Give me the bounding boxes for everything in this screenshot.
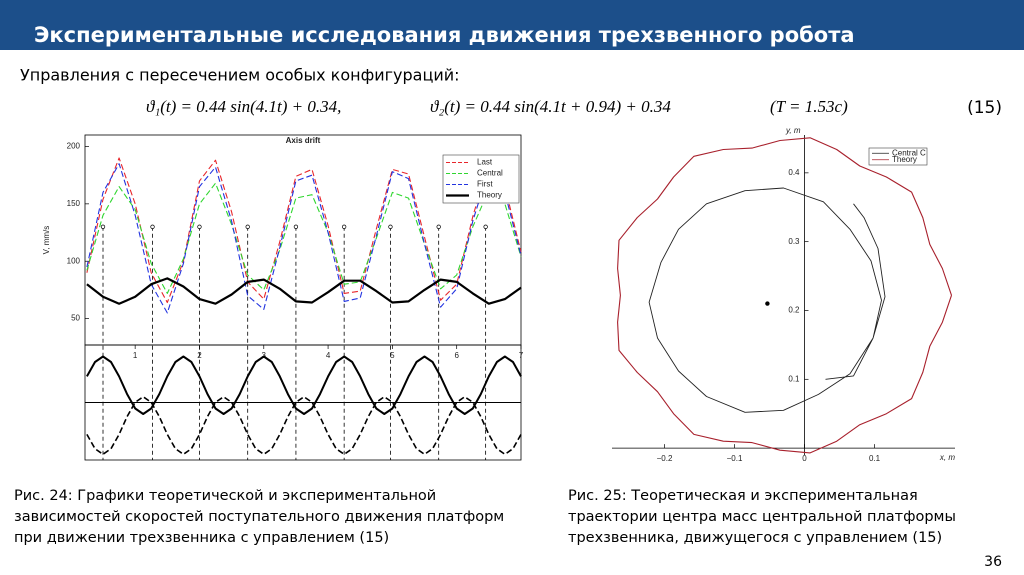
caption-line: при движении трехзвенника с управлением … [14,530,389,546]
event-marker [197,224,202,229]
y-tick-label: 0.1 [788,374,800,383]
x-tick-label: 0.1 [869,454,881,463]
formula: ϑ₂(t) = 0.44 sin(4.1t + 0.94) + 0.34 [430,97,671,116]
page-number: 36 [984,554,1002,570]
caption-line: Рис. 25: Теоретическая и экспериментальн… [568,488,918,504]
x-axis-label: x, m [939,453,955,462]
legend-label: Theory [477,191,502,200]
chart-title: Axis drift [286,136,321,145]
event-marker [342,224,347,229]
event-marker [245,224,250,229]
y-tick-label: 100 [67,256,81,265]
series-line [86,163,522,314]
y-axis-label: y, m [785,126,801,135]
header-bar [0,0,1024,50]
y-axis-label: V, mm/s [42,226,51,255]
legend-label: Central C [892,148,926,157]
series-line [617,137,953,454]
event-marker [483,224,488,229]
series-line [86,182,522,294]
caption-line: трехзвенника, движущегося с управлением … [568,530,942,546]
legend-label: Theory [892,155,917,164]
formula: ϑ₁(t) = 0.44 sin(4.1t) + 0.34, [146,97,341,116]
legend-label: Central [477,169,503,178]
x-tick-label: 6 [454,351,459,360]
x-tick-label: 0 [802,454,807,463]
x-tick-label: 2 [197,351,202,360]
y-tick-label: 50 [71,314,80,323]
y-tick-label: 0.3 [788,237,800,246]
caption-line: Рис. 24: Графики теоретической и экспери… [14,488,436,504]
series-line [86,157,522,304]
x-tick-label: 1 [133,351,138,360]
center-point [765,301,770,306]
event-marker [388,224,393,229]
y-tick-label: 200 [67,142,81,151]
event-marker [293,224,299,229]
event-marker [436,224,441,229]
header-title: Экспериментальные исследования движения … [34,23,855,47]
event-marker [100,224,106,229]
legend-box [868,147,928,166]
caption-line: зависимостей скоростей поступательного д… [14,509,504,525]
x-tick-label: 4 [326,351,331,360]
x-tick-label: 7 [519,351,524,360]
x-tick-label: 5 [390,351,395,360]
event-marker [150,224,155,229]
y-tick-label: 0.4 [788,168,800,177]
y-tick-label: 0.2 [788,306,800,315]
equation-number: (15) [967,98,1002,118]
series-line [86,277,522,305]
legend-label: Last [477,158,493,167]
series-line [86,355,522,415]
x-tick-label: −0.2 [657,454,673,463]
subtitle: Управления с пересечением особых конфигу… [20,66,460,85]
y-tick-label: 150 [67,199,81,208]
series-line [648,187,886,413]
x-tick-label: −0.1 [727,454,743,463]
formula: (T = 1.53c) [770,97,848,116]
legend-label: First [477,180,493,189]
caption-line: траектории центра масс центральной платф… [568,509,956,525]
